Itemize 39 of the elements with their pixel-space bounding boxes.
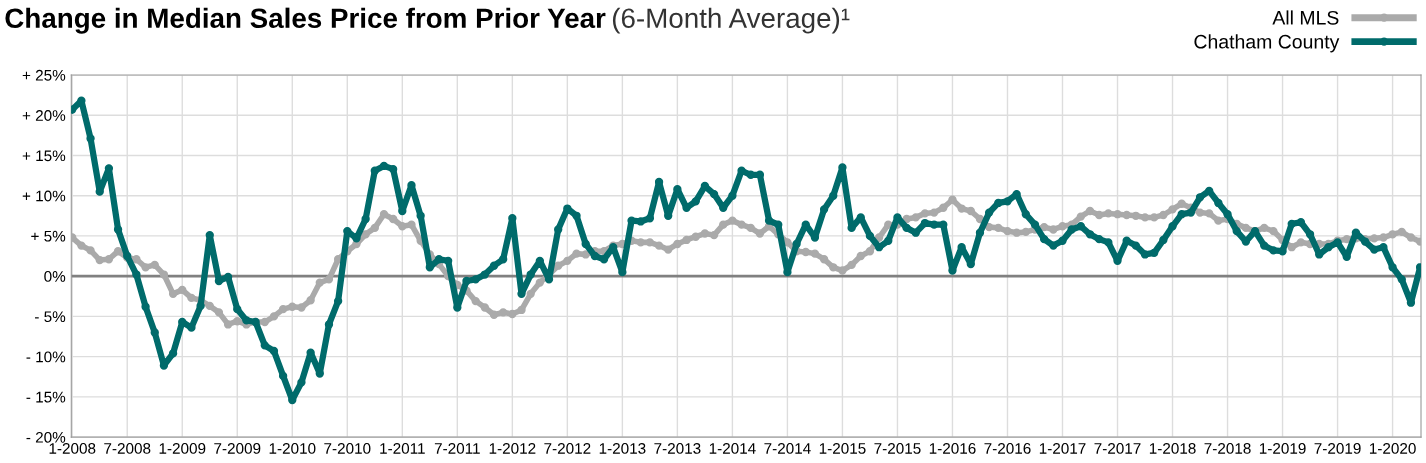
y-tick-label: - 15% <box>26 391 66 403</box>
x-tick-label: 7-2011 <box>434 443 480 454</box>
y-tick-label: 0% <box>44 271 66 282</box>
y-tick-label: - 20% <box>26 431 66 443</box>
x-tick-label: 7-2012 <box>544 443 591 454</box>
y-tick-label: + 10% <box>22 190 66 202</box>
x-tick-label: 7-2016 <box>984 443 1031 454</box>
x-tick-label: 1-2017 <box>1039 443 1086 454</box>
legend-label: All MLS <box>1272 10 1339 25</box>
x-tick-label: 7-2010 <box>324 443 371 454</box>
x-tick-label: 1-2015 <box>819 443 866 454</box>
x-tick-label: 1-2020 <box>1369 443 1416 454</box>
x-tick-label: 1-2011 <box>380 443 425 454</box>
x-tick-label: 1-2013 <box>599 443 646 454</box>
x-tick-label: 1-2018 <box>1149 443 1196 454</box>
chart-subtitle: (6-Month Average)¹ <box>612 7 850 34</box>
chart-title: Change in Median Sales Price from Prior Year <box>5 7 606 34</box>
x-tick-label: 7-2015 <box>874 443 921 454</box>
y-tick-label: + 5% <box>31 230 66 242</box>
x-tick-label: 7-2014 <box>764 443 811 454</box>
x-tick-label: 7-2017 <box>1094 443 1141 454</box>
x-tick-label: 7-2019 <box>1314 443 1361 454</box>
x-tick-label: 7-2009 <box>214 443 261 454</box>
x-tick-label: 1-2014 <box>709 443 756 454</box>
y-tick-label: + 25% <box>22 69 66 81</box>
x-tick-label: 7-2013 <box>654 443 701 454</box>
x-tick-label: 1-2008 <box>49 443 96 454</box>
x-tick-label: 1-2016 <box>929 443 976 454</box>
x-tick-label: 1-2009 <box>159 443 206 454</box>
y-tick-label: - 10% <box>26 351 66 363</box>
x-tick-label: 1-2019 <box>1259 443 1306 454</box>
y-tick-label: + 15% <box>22 150 66 162</box>
y-tick-label: + 20% <box>22 110 66 121</box>
x-tick-label: 7-2008 <box>104 443 151 454</box>
x-tick-label: 1-2010 <box>269 443 316 454</box>
x-tick-label: 1-2012 <box>489 443 536 454</box>
y-tick-label: - 5% <box>35 311 66 323</box>
legend-label: Chatham County <box>1194 34 1340 53</box>
x-tick-label: 7-2018 <box>1204 443 1251 454</box>
